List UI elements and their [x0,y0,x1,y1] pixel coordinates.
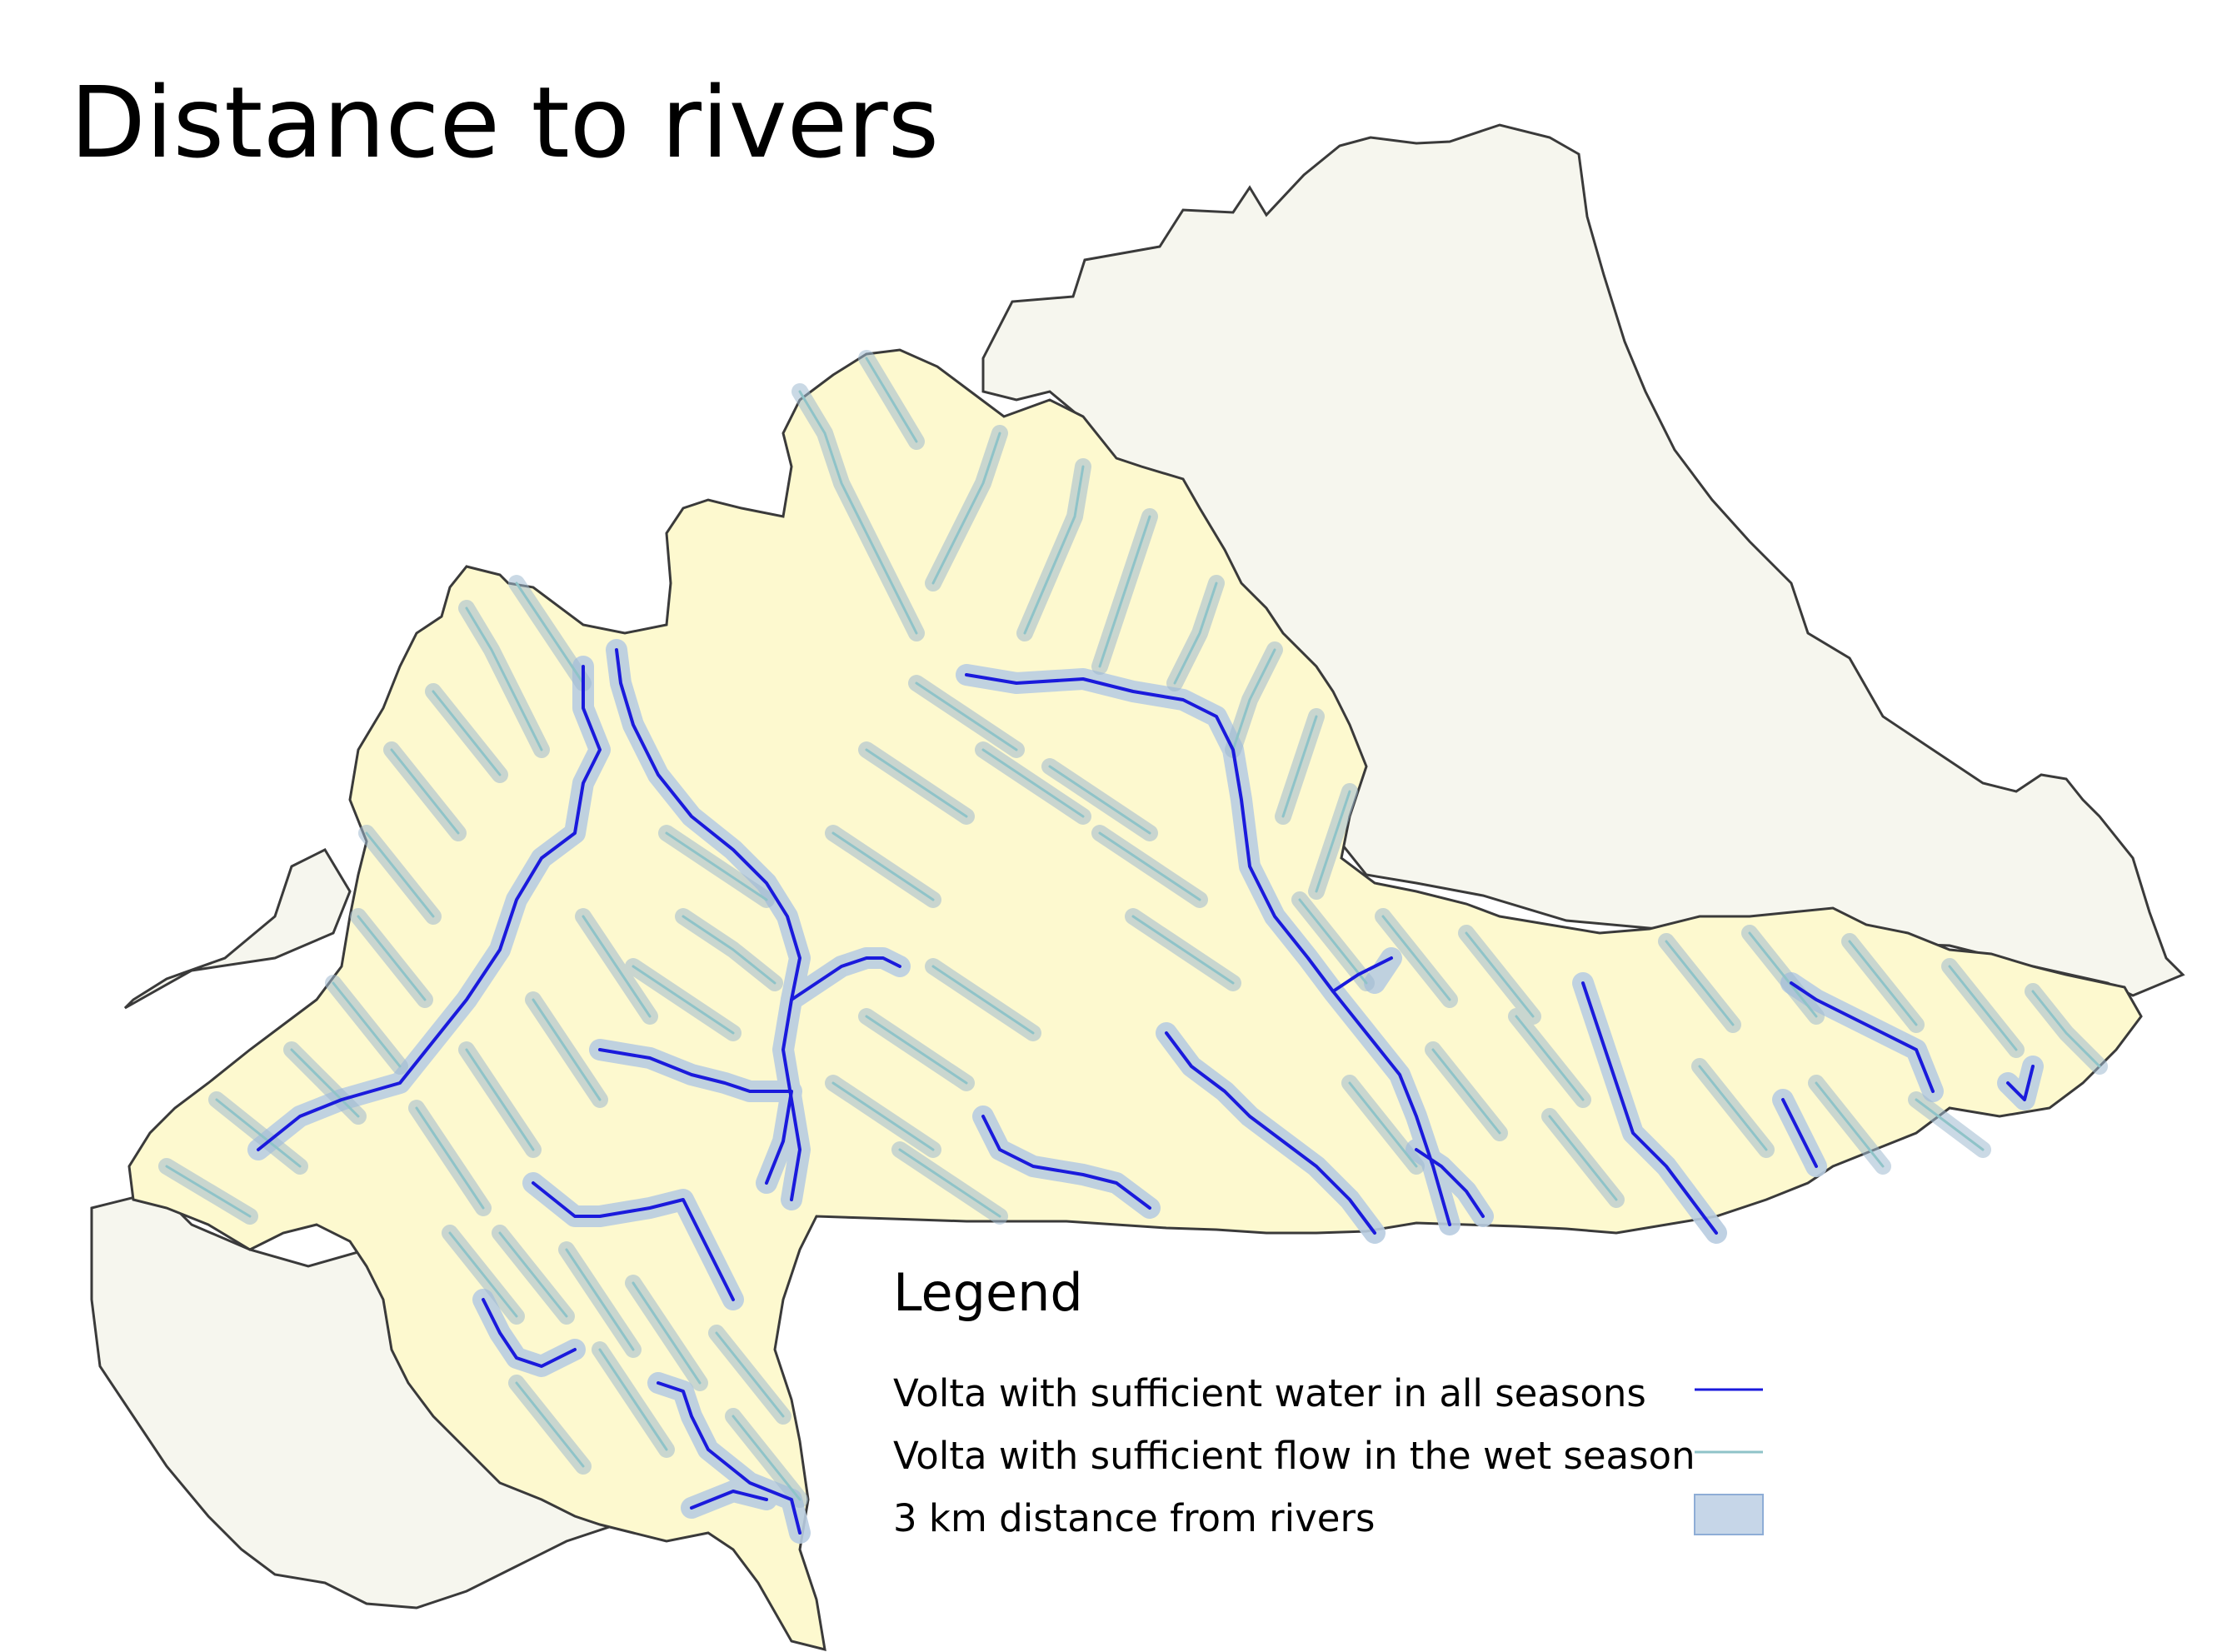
legend-label-seasonal-river: Volta with sufficient flow in the wet se… [893,1434,1695,1478]
seasonal-river-network [158,350,2108,1508]
legend-label-permanent-river: Volta with sufficient water in all seaso… [893,1371,1646,1415]
legend-title: Legend [893,1262,1083,1323]
legend: Legend Volta with sufficient water in al… [893,1262,1793,1540]
legend-label-buffer: 3 km distance from rivers [893,1496,1376,1540]
seasonal-river-line-icon [1695,1450,1763,1454]
legend-item-seasonal-river: Volta with sufficient flow in the wet se… [893,1429,1793,1479]
legend-item-buffer: 3 km distance from rivers [893,1491,1793,1541]
permanent-rivers [257,648,2035,1535]
map-title: Distance to rivers [70,65,940,180]
volta-basin [127,348,2143,1652]
buffer-fill-icon [1694,1494,1764,1535]
permanent-river-line-icon [1695,1388,1763,1391]
legend-item-permanent-river: Volta with sufficient water in all seaso… [893,1366,1793,1416]
